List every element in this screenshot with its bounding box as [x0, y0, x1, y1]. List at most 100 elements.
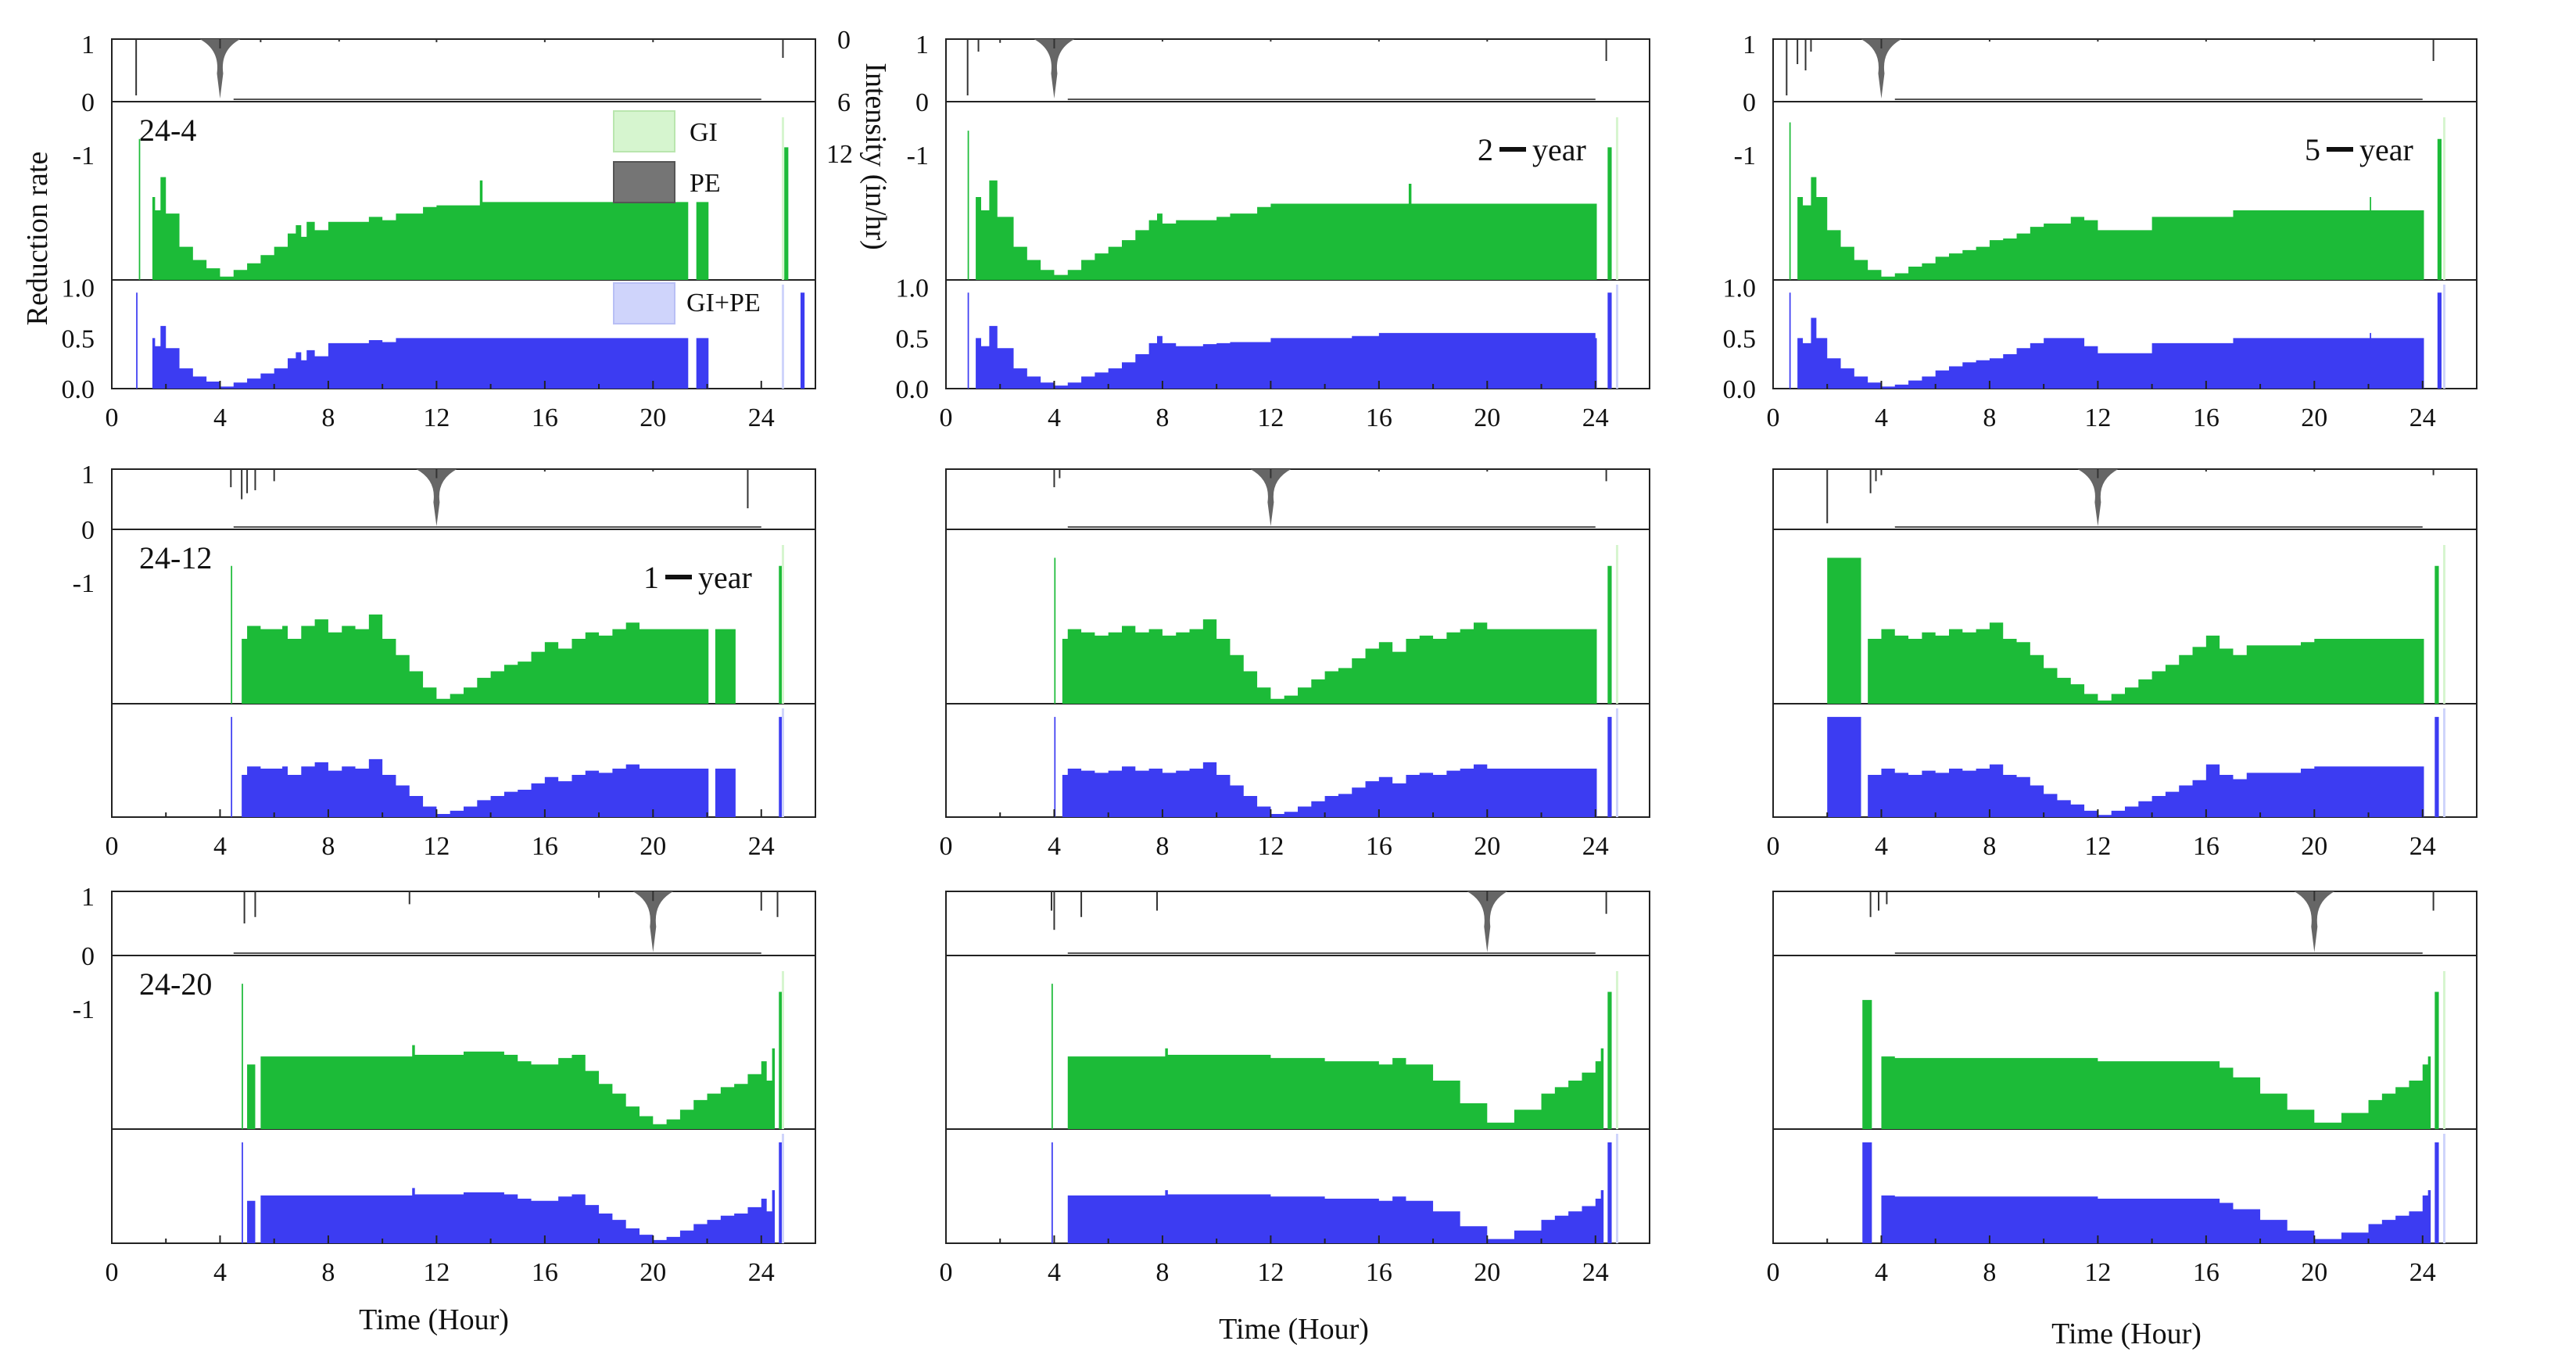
y-axis-title-reduction: Reduction rate: [21, 152, 54, 326]
x-tick-label: 20: [2301, 832, 2327, 861]
row-label: 24-12: [139, 540, 212, 575]
panel-r2-c1: 0 4 8 12 16 20 24: [940, 891, 1650, 1287]
x-tick-label: 16: [2193, 832, 2220, 861]
x-tick-label: 4: [1048, 403, 1061, 432]
x-tick-label: 0: [106, 832, 119, 861]
gi-reduction-area: [1054, 558, 1612, 704]
gi-pe-frame: [111, 703, 816, 818]
x-tick-label: 8: [321, 403, 335, 432]
intensity-tick-label: 0: [837, 26, 851, 55]
intensity-tick-label: 6: [837, 88, 851, 117]
return-period-unit: year: [1532, 132, 1586, 167]
gi-pe-reduction-area: [1862, 1142, 2439, 1243]
x-tick-label: 12: [423, 403, 450, 432]
legend-swatch-gi-pe: [613, 282, 675, 324]
rain-tick-label: 1: [81, 461, 95, 489]
reduction-tick-label: 0.5: [1723, 324, 1757, 353]
x-tick-label: 8: [1155, 1258, 1169, 1287]
gi-reduction-area: [1827, 558, 2439, 704]
x-tick-label: 8: [321, 1258, 335, 1287]
x-tick-label: 0: [106, 1258, 119, 1287]
panel-r0-c1: 0 4 8 12 16 20 24 1 0 -1 0.0 0.5 1.0: [896, 30, 1650, 432]
x-tick-label: 16: [1366, 1258, 1392, 1287]
x-tick-label: 12: [1257, 1258, 1284, 1287]
x-tick-label: 20: [1474, 403, 1500, 432]
gi-pe-reduction-area: [231, 716, 783, 817]
return-period-value: 2: [1478, 132, 1493, 167]
x-tick-label: 12: [2084, 1258, 2111, 1287]
panel-r0-c2: 0 4 8 12 16 20 24 1 0 -1 0.0 0.5 1.0: [1723, 30, 2477, 432]
x-tick-label: 8: [321, 832, 335, 861]
x-tick-label: 0: [106, 403, 119, 432]
legend: GI PE GI+PE: [613, 110, 761, 324]
x-tick-label: 0: [1767, 403, 1780, 432]
gi-tick-label: -1: [1734, 142, 1756, 170]
return-period-label: 5 year: [2305, 132, 2413, 167]
x-tick-label: 24: [2409, 403, 2436, 432]
reduction-tick-label: 1.0: [896, 274, 930, 303]
rain-peak: [632, 891, 674, 952]
x-tick-label: 16: [2193, 1258, 2220, 1287]
intensity-axis: 0 6 12: [826, 26, 853, 169]
rain-peak: [2294, 891, 2335, 952]
y-axis-title-intensity: Intensity (in/hr): [859, 63, 892, 250]
gi-tick-label: -1: [907, 142, 929, 170]
x-tick-label: 24: [2409, 832, 2436, 861]
x-tick-label: 20: [1474, 832, 1500, 861]
reduction-tick-label: 0.0: [1723, 375, 1757, 404]
panel-r0-c0: 0 4 8 12 16 20 24 1 0 -1 0.0 0.5 1.0 24-4: [62, 30, 816, 432]
x-tick-label: 4: [213, 832, 227, 861]
x-tick-label: 4: [213, 1258, 227, 1287]
x-tick-label: 12: [2084, 403, 2111, 432]
x-tick-label: 0: [1767, 832, 1780, 861]
rain-peak: [416, 469, 457, 526]
return-period-value: 5: [2305, 132, 2320, 167]
gi-frame: [111, 529, 816, 705]
gi-tick-label: -1: [73, 142, 95, 170]
rain-frame: [1772, 468, 2477, 530]
x-tick-label: 12: [1257, 403, 1284, 432]
x-tick-label: 0: [940, 403, 953, 432]
gi-pe-reduction-area: [1827, 716, 2439, 817]
x-tick-label: 4: [1875, 1258, 1888, 1287]
x-tick-label: 24: [2409, 1258, 2436, 1287]
x-tick-label: 4: [1048, 1258, 1061, 1287]
return-period-label: 1 year: [643, 560, 752, 595]
gi-pe-reduction-area: [1789, 292, 2442, 389]
rain-peak: [1250, 469, 1292, 526]
rain-tick-label: 0: [915, 88, 929, 117]
x-tick-label: 16: [532, 403, 558, 432]
x-tick-label: 16: [1366, 403, 1392, 432]
panel-r1-c1: 0 4 8 12 16 20 24: [940, 468, 1650, 861]
gi-reduction-area: [1789, 122, 2442, 280]
x-tick-label: 20: [2301, 1258, 2327, 1287]
panel-r2-c2: 0 4 8 12 16 20 24: [1767, 891, 2477, 1287]
rain-frame: [111, 891, 816, 956]
rain-frame: [111, 468, 816, 530]
rain-peak: [1034, 39, 1075, 99]
x-tick-label: 16: [532, 1258, 558, 1287]
x-tick-label: 16: [532, 832, 558, 861]
x-axis-title-col2: Time (Hour): [1219, 1313, 1369, 1346]
reduction-tick-label: 0.5: [62, 324, 95, 353]
x-tick-label: 4: [1875, 832, 1888, 861]
rain-peak: [2077, 469, 2119, 526]
rain-tick-label: 0: [81, 516, 95, 545]
rain-peak: [1861, 39, 1902, 99]
rain-tick-label: 1: [1743, 30, 1756, 59]
rain-tick-label: 0: [1743, 88, 1756, 117]
row-label: 24-4: [139, 113, 196, 148]
x-tick-label: 12: [423, 1258, 450, 1287]
legend-swatch-gi: [613, 110, 675, 152]
gi-reduction-area: [1862, 991, 2439, 1129]
x-tick-label: 8: [1983, 403, 1996, 432]
x-tick-label: 8: [1983, 1258, 1996, 1287]
x-tick-label: 24: [748, 1258, 775, 1287]
intensity-tick-label: 12: [826, 140, 853, 169]
gi-reduction-area: [231, 565, 783, 704]
gi-reduction-area: [1052, 984, 1612, 1129]
gi-tick-label: -1: [73, 569, 95, 598]
x-tick-label: 24: [1582, 832, 1609, 861]
